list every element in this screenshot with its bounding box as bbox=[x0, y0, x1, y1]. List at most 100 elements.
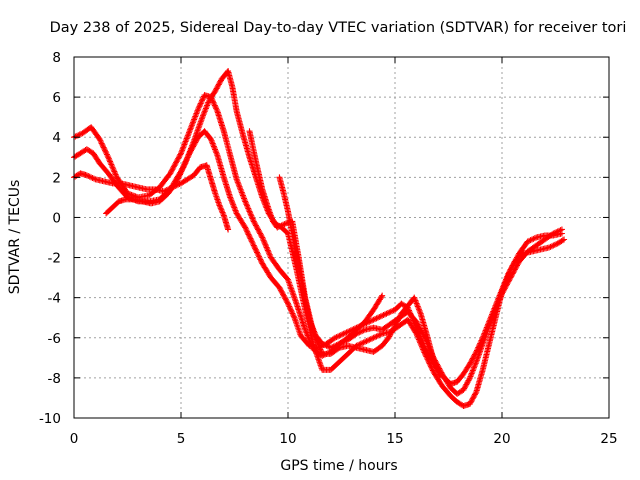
data-point bbox=[259, 235, 266, 242]
data-point bbox=[288, 309, 295, 316]
data-point bbox=[471, 392, 478, 399]
data-point bbox=[373, 333, 380, 340]
data-point bbox=[279, 289, 286, 296]
data-point bbox=[275, 223, 282, 230]
data-point bbox=[334, 333, 341, 340]
data-point bbox=[290, 313, 297, 320]
data-point bbox=[83, 172, 90, 179]
data-point bbox=[257, 230, 264, 237]
data-point bbox=[472, 390, 479, 397]
y-tick-labels: -10 -8 -6 -4 -2 0 2 4 6 8 bbox=[39, 50, 61, 427]
data-point bbox=[217, 203, 224, 210]
data-point bbox=[261, 240, 268, 247]
data-point bbox=[366, 336, 373, 343]
data-point bbox=[285, 302, 292, 309]
data-point bbox=[423, 353, 430, 360]
data-point bbox=[333, 334, 340, 341]
data-point bbox=[395, 316, 402, 323]
data-point bbox=[561, 236, 568, 243]
data-point bbox=[317, 346, 324, 353]
data-point bbox=[212, 88, 219, 95]
data-point bbox=[96, 136, 103, 143]
data-point bbox=[245, 205, 252, 212]
data-point bbox=[384, 310, 391, 317]
data-point bbox=[196, 103, 203, 110]
data-point bbox=[218, 208, 225, 215]
data-point bbox=[242, 224, 249, 231]
data-point bbox=[247, 235, 254, 242]
data-point bbox=[173, 178, 180, 185]
data-point bbox=[199, 96, 206, 103]
data-point bbox=[374, 314, 381, 321]
data-point bbox=[98, 140, 105, 147]
data-point bbox=[421, 350, 428, 357]
data-point bbox=[419, 345, 426, 352]
data-point bbox=[111, 170, 118, 177]
data-point bbox=[332, 334, 339, 341]
y-tick-label: 0 bbox=[52, 210, 61, 226]
data-point bbox=[462, 382, 469, 389]
data-point bbox=[373, 315, 380, 322]
data-point bbox=[417, 339, 424, 346]
data-point bbox=[513, 255, 520, 262]
data-point bbox=[217, 78, 224, 85]
data-point bbox=[288, 307, 295, 314]
data-point bbox=[167, 170, 174, 177]
data-point bbox=[244, 204, 251, 211]
data-point bbox=[259, 234, 266, 241]
data-point bbox=[225, 226, 232, 233]
data-point bbox=[528, 236, 535, 243]
x-tick-label: 15 bbox=[386, 431, 403, 447]
data-point bbox=[508, 263, 515, 270]
data-point bbox=[436, 372, 443, 379]
data-point bbox=[324, 343, 331, 350]
data-point bbox=[414, 332, 421, 339]
data-point bbox=[319, 340, 326, 347]
data-point bbox=[197, 101, 204, 108]
data-point bbox=[247, 209, 254, 216]
data-point bbox=[387, 332, 394, 339]
data-point bbox=[509, 262, 516, 269]
data-point bbox=[170, 164, 177, 171]
data-point bbox=[211, 101, 218, 108]
data-point bbox=[392, 322, 398, 329]
data-point bbox=[260, 237, 267, 244]
data-point bbox=[389, 328, 396, 335]
data-point bbox=[466, 400, 473, 407]
data-point bbox=[97, 139, 104, 146]
x-tick-label: 25 bbox=[600, 431, 617, 447]
data-point bbox=[175, 154, 182, 161]
data-point bbox=[421, 349, 428, 356]
data-point bbox=[425, 359, 432, 366]
y-tick-label: -6 bbox=[48, 331, 61, 347]
data-point bbox=[389, 326, 396, 333]
data-point bbox=[258, 233, 265, 240]
data-point bbox=[467, 359, 474, 366]
data-point bbox=[329, 344, 336, 351]
data-point bbox=[513, 254, 520, 261]
data-point bbox=[558, 230, 565, 237]
data-point bbox=[376, 314, 383, 321]
data-point bbox=[256, 255, 263, 262]
data-point bbox=[249, 215, 256, 222]
data-point bbox=[175, 175, 182, 182]
data-point bbox=[394, 318, 401, 325]
data-point bbox=[290, 311, 297, 318]
data-point bbox=[427, 363, 434, 370]
data-point bbox=[253, 223, 260, 230]
data-point bbox=[280, 291, 287, 298]
data-point bbox=[262, 243, 269, 250]
data-point bbox=[511, 258, 518, 265]
data-point bbox=[550, 242, 557, 249]
data-point bbox=[413, 318, 420, 325]
x-tick-label: 5 bbox=[177, 431, 186, 447]
data-point bbox=[287, 306, 294, 313]
x-tick-label: 20 bbox=[493, 431, 510, 447]
data-point bbox=[257, 231, 264, 238]
data-point bbox=[243, 201, 250, 208]
data-points bbox=[71, 68, 568, 409]
data-point bbox=[89, 175, 96, 182]
data-point bbox=[244, 228, 251, 235]
data-point bbox=[218, 206, 225, 213]
data-point bbox=[104, 152, 111, 159]
